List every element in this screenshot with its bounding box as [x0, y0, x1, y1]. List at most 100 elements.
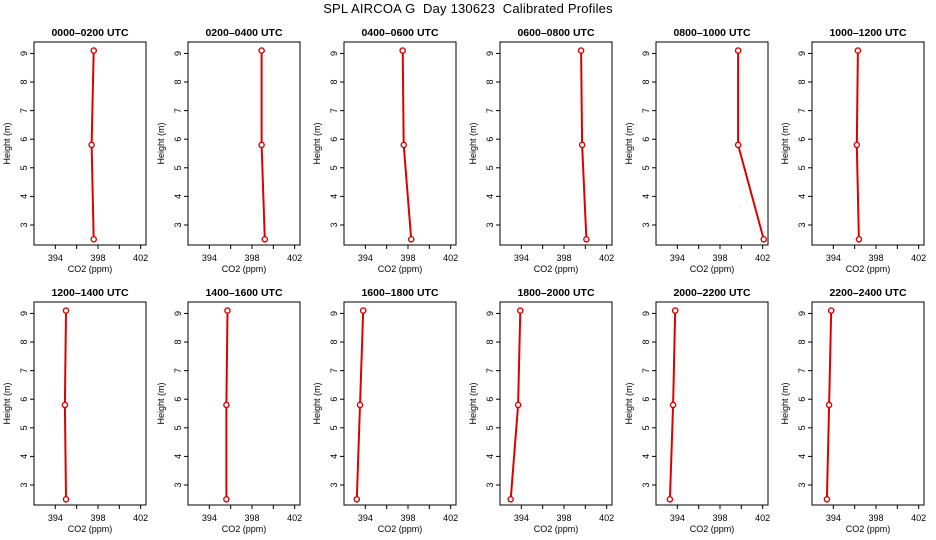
y-tick-label: 5 — [797, 425, 807, 430]
y-tick-label: 6 — [329, 137, 339, 142]
panel-title: 1400–1600 UTC — [205, 287, 282, 299]
panel-6: 1000–1200 UTC 394 398 402 3 4 5 6 7 8 9 CO2 (ppm) He… — [780, 27, 926, 274]
y-tick-label: 4 — [641, 194, 651, 199]
x-tick-label: 402 — [755, 513, 770, 523]
profile-point — [353, 495, 361, 503]
y-tick-label: 3 — [797, 222, 807, 227]
y-tick-label: 8 — [641, 80, 651, 85]
x-axis-label: CO2 (ppm) — [534, 524, 579, 534]
x-axis-label: CO2 (ppm) — [222, 264, 267, 274]
x-axis-label: CO2 (ppm) — [534, 264, 579, 274]
panel-title: 2000–2200 UTC — [673, 287, 750, 299]
plot-frame — [187, 41, 301, 246]
y-tick-label: 7 — [485, 368, 495, 373]
profile-point — [854, 47, 862, 54]
y-tick-label: 5 — [485, 425, 495, 430]
profile-point — [671, 307, 679, 314]
x-tick-label: 394 — [358, 253, 373, 263]
profile-point — [359, 307, 367, 314]
y-tick-label: 6 — [797, 397, 807, 402]
y-tick-label: 7 — [329, 108, 339, 113]
x-tick-label: 394 — [48, 253, 63, 263]
x-tick-label: 402 — [443, 513, 458, 523]
x-tick-label: 402 — [133, 253, 148, 263]
profile-point — [855, 235, 863, 243]
x-tick-label: 394 — [826, 513, 841, 523]
profile-point — [399, 47, 406, 54]
plot-frame — [33, 301, 147, 506]
profile-point — [760, 235, 768, 243]
x-tick-label: 394 — [514, 253, 529, 263]
y-tick-label: 6 — [485, 397, 495, 402]
x-tick-label: 398 — [90, 513, 105, 523]
y-tick-label: 3 — [641, 482, 651, 487]
x-tick-label: 402 — [755, 253, 770, 263]
y-tick-label: 3 — [329, 482, 339, 487]
profile-point — [223, 401, 230, 409]
y-tick-label: 8 — [173, 80, 183, 85]
y-tick-label: 7 — [19, 368, 29, 373]
y-tick-label: 6 — [173, 397, 183, 402]
panel-9: 1600–1800 UTC 394 398 402 3 4 5 6 7 8 9 CO2 (ppm) He… — [312, 287, 458, 534]
y-tick-label: 4 — [19, 194, 29, 199]
x-tick-label: 402 — [287, 513, 302, 523]
y-tick-label: 4 — [329, 194, 339, 199]
profile-point — [400, 141, 408, 149]
plot-frame — [655, 301, 769, 506]
y-tick-label: 3 — [19, 222, 29, 227]
profile-point — [734, 141, 742, 149]
profile-point — [61, 401, 69, 409]
x-tick-label: 394 — [48, 513, 63, 523]
x-tick-label: 398 — [244, 253, 259, 263]
x-tick-label: 402 — [443, 253, 458, 263]
y-tick-label: 6 — [329, 397, 339, 402]
y-tick-label: 5 — [797, 165, 807, 170]
panel-2: 0200–0400 UTC 394 398 402 3 4 5 6 7 8 9 CO2 (ppm) He… — [156, 27, 302, 274]
panel-title: 1800–2000 UTC — [517, 287, 594, 299]
y-tick-label: 4 — [485, 194, 495, 199]
y-axis-label: Height (m) — [312, 382, 322, 424]
y-tick-label: 8 — [329, 340, 339, 345]
y-tick-label: 7 — [485, 108, 495, 113]
plot-frame — [811, 41, 925, 246]
profile-point — [825, 401, 833, 409]
y-tick-label: 9 — [329, 311, 339, 316]
profile-point — [258, 47, 265, 54]
x-axis-label: CO2 (ppm) — [222, 524, 267, 534]
y-axis-label: Height (m) — [468, 122, 478, 164]
y-axis-label: Height (m) — [2, 382, 12, 424]
y-tick-label: 4 — [19, 454, 29, 459]
y-axis-label: Height (m) — [624, 382, 634, 424]
y-tick-label: 6 — [19, 397, 29, 402]
panel-title: 1200–1400 UTC — [51, 287, 128, 299]
panel-title: 0400–0600 UTC — [361, 27, 438, 39]
y-tick-label: 7 — [641, 108, 651, 113]
y-tick-label: 5 — [641, 165, 651, 170]
y-tick-label: 4 — [329, 454, 339, 459]
x-tick-label: 402 — [911, 253, 926, 263]
y-tick-label: 3 — [485, 222, 495, 227]
y-axis-label: Height (m) — [156, 382, 166, 424]
plot-frame — [655, 41, 769, 246]
x-tick-label: 394 — [670, 253, 685, 263]
panel-title: 0200–0400 UTC — [205, 27, 282, 39]
y-tick-label: 8 — [485, 340, 495, 345]
profile-point — [223, 495, 230, 503]
y-tick-label: 6 — [173, 137, 183, 142]
profile-point — [62, 495, 70, 503]
y-tick-label: 5 — [641, 425, 651, 430]
profile-point — [577, 47, 585, 54]
plot-frame — [499, 41, 613, 246]
x-tick-label: 394 — [358, 513, 373, 523]
y-axis-label: Height (m) — [780, 122, 790, 164]
x-axis-label: CO2 (ppm) — [690, 524, 735, 534]
y-tick-label: 7 — [19, 108, 29, 113]
y-tick-label: 7 — [173, 368, 183, 373]
y-tick-label: 9 — [485, 311, 495, 316]
y-tick-label: 9 — [329, 51, 339, 56]
y-tick-label: 9 — [173, 311, 183, 316]
profile-point — [734, 47, 742, 54]
y-tick-label: 8 — [797, 80, 807, 85]
y-tick-label: 7 — [173, 108, 183, 113]
